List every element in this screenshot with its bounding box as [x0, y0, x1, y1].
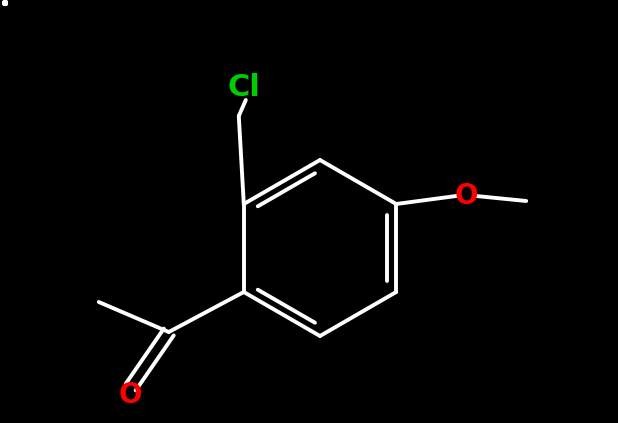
- Text: Cl: Cl: [227, 74, 260, 102]
- Text: O: O: [119, 381, 143, 409]
- Text: O: O: [454, 182, 478, 210]
